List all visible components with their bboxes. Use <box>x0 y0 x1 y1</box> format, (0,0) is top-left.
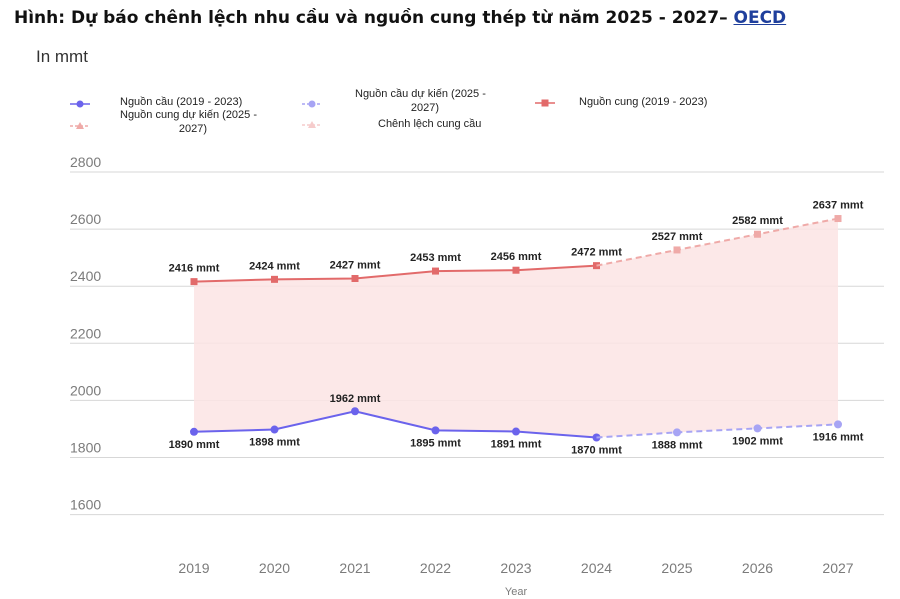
legend-label-demand-forecast-line2: 2027) <box>411 102 439 114</box>
data-point-demand <box>512 427 520 436</box>
legend-swatch-marker <box>541 99 549 107</box>
demand-data-label: 1895 mmt <box>410 437 461 449</box>
legend-label-demand: Nguồn cầu (2019 - 2023) <box>120 96 242 108</box>
data-point-demand <box>190 427 198 436</box>
y-tick-label: 2600 <box>70 211 101 227</box>
data-point-supply <box>432 267 439 275</box>
supply-data-label: 2453 mmt <box>410 252 461 264</box>
series-line-supply_forecast <box>596 217 839 267</box>
demand-data-label: 1891 mmt <box>491 439 542 451</box>
series-line-demand_forecast <box>596 423 839 439</box>
data-point-demand_forecast <box>834 420 842 429</box>
data-point-supply_forecast <box>754 230 761 238</box>
y-tick-label: 2800 <box>70 154 101 170</box>
supply-data-label: 2527 mmt <box>652 231 703 243</box>
x-tick-label: 2023 <box>500 560 531 576</box>
supply-data-label: 2424 mmt <box>249 260 300 272</box>
supply-data-label: 2427 mmt <box>330 259 381 271</box>
data-point-supply_forecast <box>834 215 842 223</box>
gap-area <box>194 218 838 438</box>
supply-data-label: 2472 mmt <box>571 247 622 259</box>
data-point-demand_forecast <box>753 424 762 433</box>
y-tick-label: 1600 <box>70 497 101 513</box>
page-title-text: Hình: Dự báo chênh lệch nhu cầu và nguồn… <box>14 8 734 28</box>
data-point-supply <box>271 275 278 283</box>
supply-data-label: 2637 mmt <box>813 200 864 212</box>
legend-label-supply: Nguồn cung (2019 - 2023) <box>579 96 707 108</box>
x-axis-title: Year <box>505 586 528 598</box>
supply-data-label: 2416 mmt <box>169 263 220 275</box>
legend-swatch-marker <box>76 122 84 129</box>
demand-data-label: 1888 mmt <box>652 439 703 451</box>
supply-data-label: 2456 mmt <box>491 251 542 263</box>
demand-data-label: 1898 mmt <box>249 437 300 449</box>
y-tick-label: 1800 <box>70 440 101 456</box>
x-tick-label: 2021 <box>339 560 370 576</box>
source-link[interactable]: OECD <box>733 8 787 28</box>
series-line-supply <box>193 264 597 283</box>
demand-data-label: 1870 mmt <box>571 445 622 457</box>
data-point-demand <box>351 407 359 416</box>
legend-label-supply-forecast-line1: Nguồn cung dự kiến (2025 - <box>120 109 257 121</box>
legend-label-supply-forecast-line2: 2027) <box>179 123 207 135</box>
x-tick-label: 2019 <box>178 560 209 576</box>
legend-swatch-marker <box>308 121 316 128</box>
data-point-supply <box>190 278 198 286</box>
demand-data-label: 1962 mmt <box>330 393 381 405</box>
legend-label-gap: Chênh lệch cung cầu <box>378 118 481 130</box>
y-tick-label: 2200 <box>70 325 101 341</box>
data-point-supply_forecast <box>673 246 681 254</box>
x-tick-label: 2027 <box>822 560 853 576</box>
supply-data-label: 2582 mmt <box>732 215 783 227</box>
x-tick-label: 2024 <box>581 560 612 576</box>
series-line-demand <box>193 410 597 439</box>
legend-swatch-marker <box>308 100 316 108</box>
data-point-demand <box>270 425 279 434</box>
data-point-supply <box>351 274 359 282</box>
x-tick-label: 2022 <box>420 560 451 576</box>
y-axis-title: In mmt <box>36 47 88 66</box>
data-point-supply <box>512 266 520 274</box>
demand-data-label: 1916 mmt <box>813 431 864 443</box>
x-tick-label: 2025 <box>661 560 692 576</box>
legend-label-demand-forecast-line1: Nguồn cầu dự kiến (2025 - <box>355 88 486 100</box>
demand-data-label: 1890 mmt <box>169 439 220 451</box>
y-tick-label: 2400 <box>70 268 101 284</box>
demand-data-label: 1902 mmt <box>732 435 783 447</box>
x-tick-label: 2020 <box>259 560 290 576</box>
data-point-demand_forecast <box>673 428 681 437</box>
legend-swatch-marker <box>76 100 84 108</box>
x-tick-label: 2026 <box>742 560 773 576</box>
y-tick-label: 2000 <box>70 382 101 398</box>
data-point-demand <box>431 426 440 435</box>
page-title: Hình: Dự báo chênh lệch nhu cầu và nguồn… <box>14 8 786 28</box>
